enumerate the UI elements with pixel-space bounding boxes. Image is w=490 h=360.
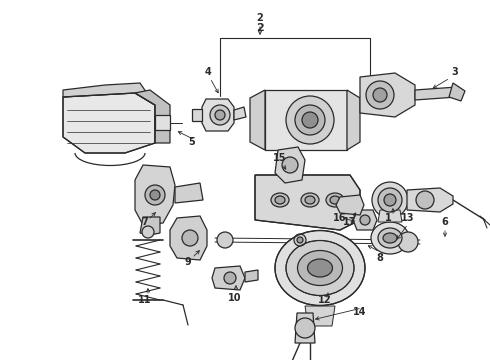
Polygon shape bbox=[378, 210, 402, 222]
Ellipse shape bbox=[297, 251, 343, 285]
Ellipse shape bbox=[326, 193, 344, 207]
Circle shape bbox=[210, 105, 230, 125]
Circle shape bbox=[302, 112, 318, 128]
Text: 9: 9 bbox=[185, 257, 192, 267]
Polygon shape bbox=[305, 306, 335, 326]
Ellipse shape bbox=[275, 196, 285, 204]
Polygon shape bbox=[360, 73, 415, 117]
Text: 11: 11 bbox=[138, 295, 152, 305]
Text: 5: 5 bbox=[189, 137, 196, 147]
Text: 13: 13 bbox=[401, 213, 415, 223]
Text: 17: 17 bbox=[343, 217, 357, 227]
Ellipse shape bbox=[308, 259, 333, 277]
Polygon shape bbox=[255, 175, 360, 230]
Circle shape bbox=[372, 182, 408, 218]
Ellipse shape bbox=[275, 230, 365, 306]
Ellipse shape bbox=[305, 196, 315, 204]
Polygon shape bbox=[295, 313, 315, 343]
Ellipse shape bbox=[371, 222, 409, 254]
Polygon shape bbox=[245, 270, 258, 282]
Ellipse shape bbox=[271, 193, 289, 207]
Polygon shape bbox=[202, 99, 234, 131]
Circle shape bbox=[145, 185, 165, 205]
Ellipse shape bbox=[301, 193, 319, 207]
Circle shape bbox=[150, 190, 160, 200]
Circle shape bbox=[215, 110, 225, 120]
Text: 2: 2 bbox=[257, 13, 264, 23]
Circle shape bbox=[378, 188, 402, 212]
Text: 4: 4 bbox=[205, 67, 211, 77]
Polygon shape bbox=[212, 266, 245, 290]
Polygon shape bbox=[175, 183, 203, 203]
Circle shape bbox=[295, 105, 325, 135]
Polygon shape bbox=[250, 90, 265, 150]
Polygon shape bbox=[336, 195, 364, 215]
Polygon shape bbox=[275, 147, 305, 183]
Polygon shape bbox=[234, 107, 246, 120]
Polygon shape bbox=[140, 217, 160, 235]
Text: 10: 10 bbox=[228, 293, 242, 303]
Circle shape bbox=[142, 226, 154, 238]
Circle shape bbox=[294, 234, 306, 246]
Text: 3: 3 bbox=[452, 67, 458, 77]
Ellipse shape bbox=[378, 228, 402, 248]
Circle shape bbox=[416, 191, 434, 209]
Circle shape bbox=[398, 232, 418, 252]
Text: 6: 6 bbox=[441, 217, 448, 227]
Text: 7: 7 bbox=[142, 217, 148, 227]
Circle shape bbox=[217, 232, 233, 248]
Polygon shape bbox=[449, 83, 465, 101]
Polygon shape bbox=[192, 109, 202, 121]
Polygon shape bbox=[347, 90, 360, 150]
Polygon shape bbox=[63, 93, 155, 153]
Circle shape bbox=[297, 237, 303, 243]
Circle shape bbox=[286, 96, 334, 144]
Circle shape bbox=[366, 81, 394, 109]
Polygon shape bbox=[135, 90, 170, 143]
Polygon shape bbox=[135, 165, 175, 225]
Polygon shape bbox=[415, 87, 457, 100]
Text: 16: 16 bbox=[333, 213, 347, 223]
Polygon shape bbox=[155, 115, 170, 130]
Circle shape bbox=[182, 230, 198, 246]
Circle shape bbox=[384, 194, 396, 206]
Polygon shape bbox=[353, 210, 377, 230]
Text: 12: 12 bbox=[318, 295, 332, 305]
Text: 14: 14 bbox=[353, 307, 367, 317]
Text: 8: 8 bbox=[376, 253, 384, 263]
Circle shape bbox=[360, 215, 370, 225]
Circle shape bbox=[282, 157, 298, 173]
Circle shape bbox=[295, 318, 315, 338]
Ellipse shape bbox=[286, 240, 354, 296]
Polygon shape bbox=[407, 188, 453, 212]
Circle shape bbox=[373, 88, 387, 102]
Ellipse shape bbox=[383, 233, 397, 243]
Text: 15: 15 bbox=[273, 153, 287, 163]
Ellipse shape bbox=[330, 196, 340, 204]
Polygon shape bbox=[265, 90, 347, 150]
Polygon shape bbox=[63, 83, 155, 105]
Circle shape bbox=[224, 272, 236, 284]
Text: 2: 2 bbox=[256, 23, 264, 33]
Polygon shape bbox=[170, 216, 207, 260]
Text: 1: 1 bbox=[385, 213, 392, 223]
